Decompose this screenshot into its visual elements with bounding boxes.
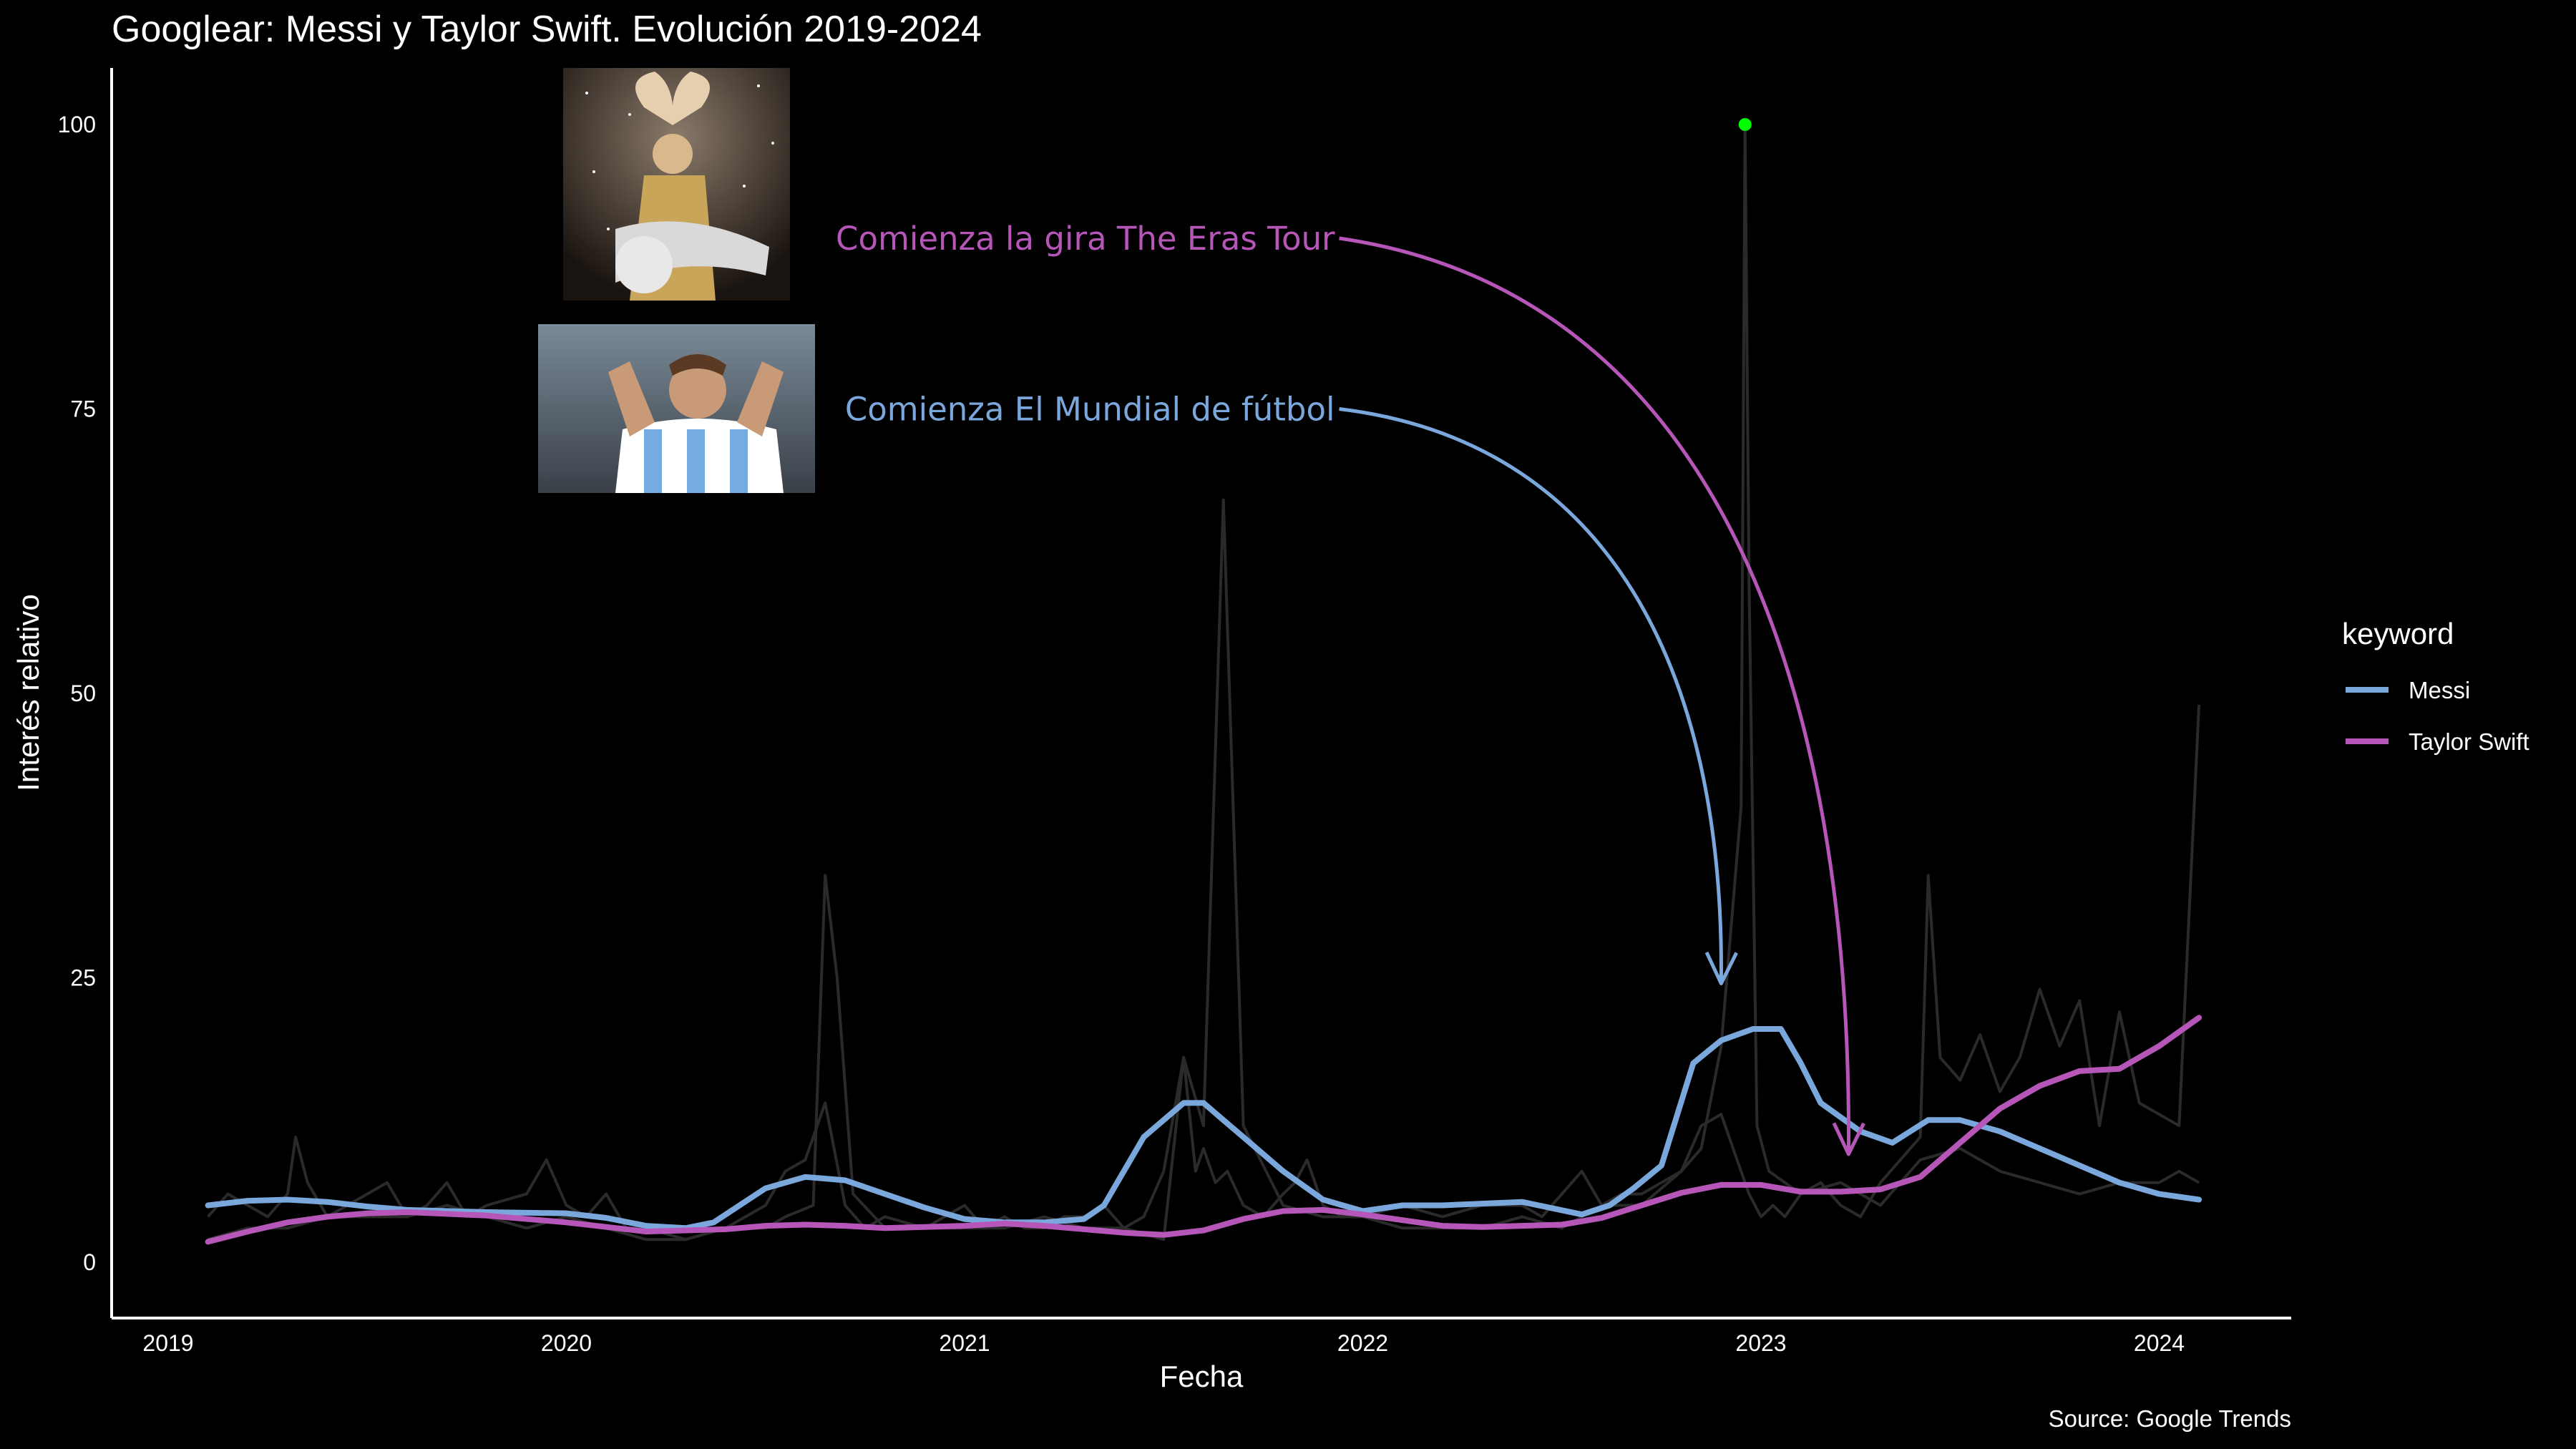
chart-title: Googlear: Messi y Taylor Swift. Evolució…	[112, 9, 982, 50]
annotation-arrow-0	[1339, 236, 1850, 1154]
legend: keyword Messi Taylor Swift	[2342, 617, 2529, 755]
smoothed-series-group	[205, 1015, 2202, 1245]
annotation-arrows	[1339, 236, 1865, 1156]
chart-caption: Source: Google Trends	[2049, 1405, 2291, 1432]
annotation-mundial: Comienza El Mundial de fútbol	[845, 391, 1335, 429]
messi-photo	[538, 324, 815, 493]
x-axis-title: Fecha	[1160, 1360, 1244, 1393]
raw-series-group	[207, 123, 2201, 1241]
y-tick-label: 0	[83, 1249, 96, 1275]
raw-series-line-1	[208, 123, 2200, 1241]
annotation-arrowhead-0	[1832, 1122, 1865, 1156]
y-tick-label: 25	[70, 965, 96, 991]
annotation-arrowhead-1	[1704, 951, 1739, 985]
x-tick-label: 2019	[142, 1330, 193, 1356]
peak-point	[1738, 118, 1752, 131]
y-axis-ticks: 0 25 50 75 100	[58, 112, 96, 1275]
x-axis-ticks: 2019 2020 2021 2022 2023 2024	[142, 1330, 2185, 1356]
raw-series-line-0	[207, 704, 2201, 1241]
y-tick-label: 50	[70, 680, 96, 706]
taylor-swift-photo	[563, 68, 790, 301]
legend-title: keyword	[2342, 617, 2454, 650]
x-tick-label: 2024	[2134, 1330, 2185, 1356]
x-tick-label: 2020	[541, 1330, 592, 1356]
y-tick-label: 75	[70, 396, 96, 422]
y-axis-title: Interés relativo	[11, 594, 45, 791]
x-tick-label: 2022	[1337, 1330, 1388, 1356]
legend-label-messi: Messi	[2409, 677, 2470, 703]
x-tick-label: 2023	[1735, 1330, 1786, 1356]
annotation-eras-tour: Comienza la gira The Eras Tour	[836, 220, 1335, 258]
legend-label-taylor-swift: Taylor Swift	[2409, 728, 2529, 755]
annotation-arrow-1	[1339, 407, 1723, 984]
x-tick-label: 2021	[939, 1330, 990, 1356]
series-line-taylor-swift	[205, 1015, 2202, 1245]
series-line-messi	[205, 1026, 2202, 1231]
y-tick-label: 100	[58, 112, 96, 137]
